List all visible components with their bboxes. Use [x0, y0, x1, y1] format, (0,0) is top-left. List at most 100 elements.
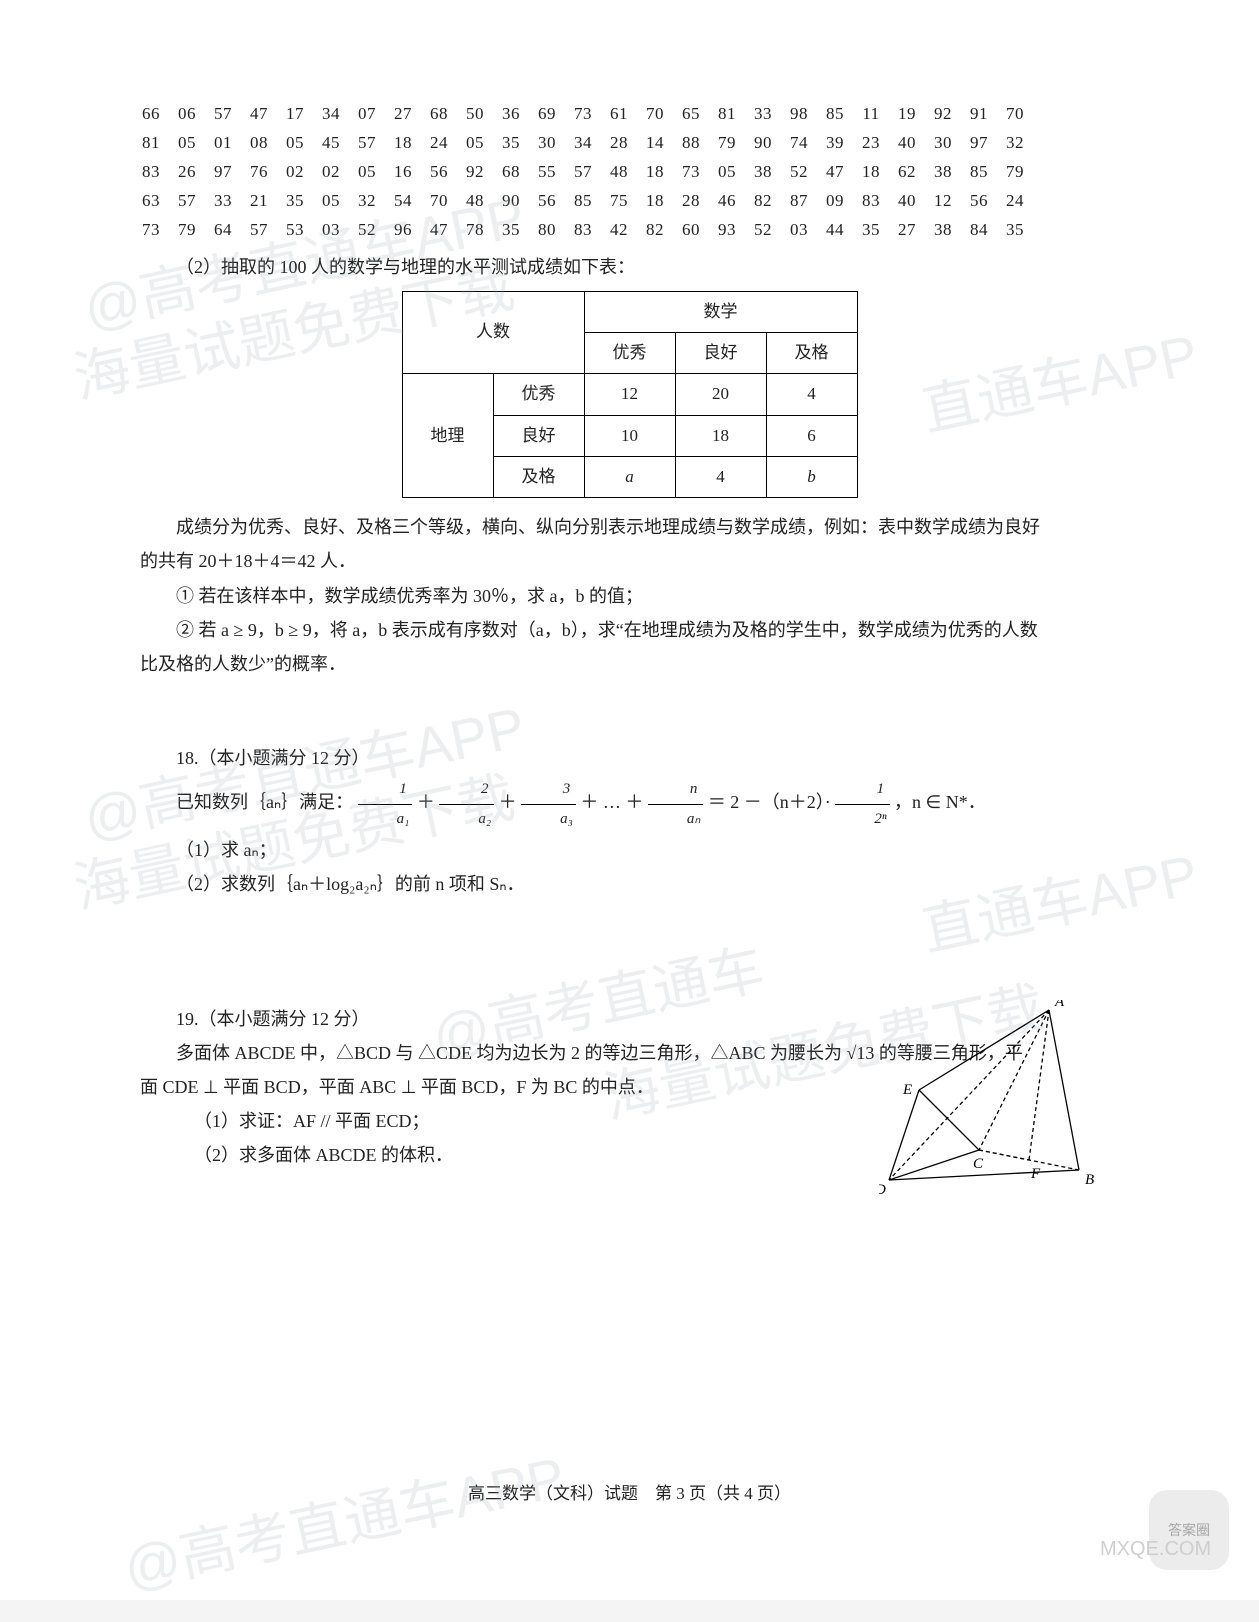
number-cell: 73 — [680, 158, 702, 187]
row-excellent: 优秀 — [493, 374, 584, 415]
number-cell: 30 — [932, 129, 954, 158]
number-cell: 03 — [788, 216, 810, 245]
number-cell: 57 — [572, 158, 594, 187]
number-cell: 18 — [644, 158, 666, 187]
number-cell: 52 — [788, 158, 810, 187]
number-cell: 28 — [608, 129, 630, 158]
number-cell: 79 — [176, 216, 198, 245]
number-row: 8326977602020516569268555748187305385247… — [140, 158, 1119, 187]
number-cell: 57 — [248, 216, 270, 245]
number-cell: 47 — [248, 100, 270, 129]
svg-text:B: B — [1085, 1172, 1094, 1188]
number-cell: 33 — [752, 100, 774, 129]
number-cell: 82 — [644, 216, 666, 245]
number-cell: 85 — [572, 187, 594, 216]
q18-body-pre: 已知数列｛aₙ｝满足： — [176, 792, 353, 812]
q2-sub1: ① 若在该样本中，数学成绩优秀率为 30％，求 a，b 的值； — [140, 579, 1119, 613]
number-cell: 54 — [392, 187, 414, 216]
rhs-a: ＝ 2 －（n＋2）· — [708, 792, 831, 812]
watermark: @高考直通车APP — [114, 1424, 575, 1621]
q18-head: 18.（本小题满分 12 分） — [140, 741, 1119, 775]
number-cell: 68 — [500, 158, 522, 187]
row-good: 良好 — [493, 415, 584, 456]
number-cell: 55 — [536, 158, 558, 187]
number-cell: 52 — [752, 216, 774, 245]
number-cell: 85 — [824, 100, 846, 129]
number-cell: 74 — [788, 129, 810, 158]
number-cell: 02 — [320, 158, 342, 187]
cell-0-0: 12 — [584, 374, 675, 415]
number-cell: 03 — [320, 216, 342, 245]
number-cell: 83 — [572, 216, 594, 245]
number-cell: 69 — [536, 100, 558, 129]
number-cell: 73 — [140, 216, 162, 245]
number-cell: 93 — [716, 216, 738, 245]
number-cell: 92 — [464, 158, 486, 187]
q2-intro: （2）抽取的 100 人的数学与地理的水平测试成绩如下表： — [140, 250, 1119, 284]
number-cell: 63 — [140, 187, 162, 216]
number-cell: 81 — [140, 129, 162, 158]
number-cell: 84 — [968, 216, 990, 245]
q18: 18.（本小题满分 12 分） 已知数列｛aₙ｝满足： 1a₁ ＋ 2a₂ ＋ … — [140, 741, 1119, 902]
row-pass: 及格 — [493, 456, 584, 497]
number-cell: 64 — [212, 216, 234, 245]
number-cell: 76 — [248, 158, 270, 187]
number-cell: 09 — [824, 187, 846, 216]
table-explain-1: 成绩分为优秀、良好、及格三个等级，横向、纵向分别表示地理成绩与数学成绩，例如：表… — [140, 510, 1119, 544]
number-cell: 05 — [284, 129, 306, 158]
frac-2: 2a₂ — [439, 775, 494, 833]
number-cell: 40 — [896, 187, 918, 216]
number-cell: 07 — [356, 100, 378, 129]
number-cell: 50 — [464, 100, 486, 129]
q2-sub2b: 比及格的人数少”的概率． — [140, 647, 1119, 681]
number-cell: 47 — [428, 216, 450, 245]
number-cell: 81 — [716, 100, 738, 129]
number-cell: 57 — [212, 100, 234, 129]
frac-3: 3a₃ — [521, 775, 576, 833]
number-cell: 70 — [1004, 100, 1026, 129]
svg-text:E: E — [902, 1082, 912, 1098]
row-group-geo: 地理 — [402, 374, 493, 498]
watermark: MXQE.COM — [1100, 1530, 1211, 1568]
number-cell: 35 — [500, 216, 522, 245]
svg-text:A: A — [1054, 1000, 1065, 1010]
number-row: 6357332135053254704890568575182846828709… — [140, 187, 1119, 216]
header-persons: 人数 — [402, 291, 584, 374]
frac-1: 1a₁ — [358, 775, 413, 833]
number-cell: 61 — [608, 100, 630, 129]
number-cell: 21 — [248, 187, 270, 216]
number-cell: 05 — [356, 158, 378, 187]
number-cell: 27 — [392, 100, 414, 129]
number-cell: 87 — [788, 187, 810, 216]
number-cell: 52 — [356, 216, 378, 245]
number-cell: 05 — [716, 158, 738, 187]
svg-text:D: D — [879, 1182, 886, 1198]
number-cell: 14 — [644, 129, 666, 158]
number-cell: 75 — [608, 187, 630, 216]
q2-sub2a: ② 若 a ≥ 9，b ≥ 9，将 a，b 表示成有序数对（a，b），求“在地理… — [140, 613, 1119, 647]
number-cell: 35 — [1004, 216, 1026, 245]
cell-2-0: a — [584, 456, 675, 497]
cell-1-1: 18 — [675, 415, 766, 456]
number-cell: 24 — [1004, 187, 1026, 216]
number-cell: 73 — [572, 100, 594, 129]
number-cell: 39 — [824, 129, 846, 158]
number-cell: 91 — [968, 100, 990, 129]
number-cell: 38 — [932, 158, 954, 187]
number-cell: 18 — [860, 158, 882, 187]
number-cell: 56 — [536, 187, 558, 216]
score-crosstab: 人数 数学 优秀 良好 及格 地理 优秀 12 20 4 良好 10 18 6 … — [402, 291, 858, 498]
svg-text:F: F — [1030, 1166, 1041, 1182]
number-cell: 92 — [932, 100, 954, 129]
number-cell: 65 — [680, 100, 702, 129]
number-cell: 70 — [428, 187, 450, 216]
q18-body: 已知数列｛aₙ｝满足： 1a₁ ＋ 2a₂ ＋ 3a₃ ＋ … ＋ naₙ ＝ … — [140, 775, 1119, 833]
number-cell: 05 — [320, 187, 342, 216]
number-cell: 83 — [860, 187, 882, 216]
col-group-math: 数学 — [584, 291, 857, 332]
number-cell: 30 — [536, 129, 558, 158]
number-cell: 34 — [320, 100, 342, 129]
number-cell: 01 — [212, 129, 234, 158]
number-cell: 12 — [932, 187, 954, 216]
number-cell: 60 — [680, 216, 702, 245]
